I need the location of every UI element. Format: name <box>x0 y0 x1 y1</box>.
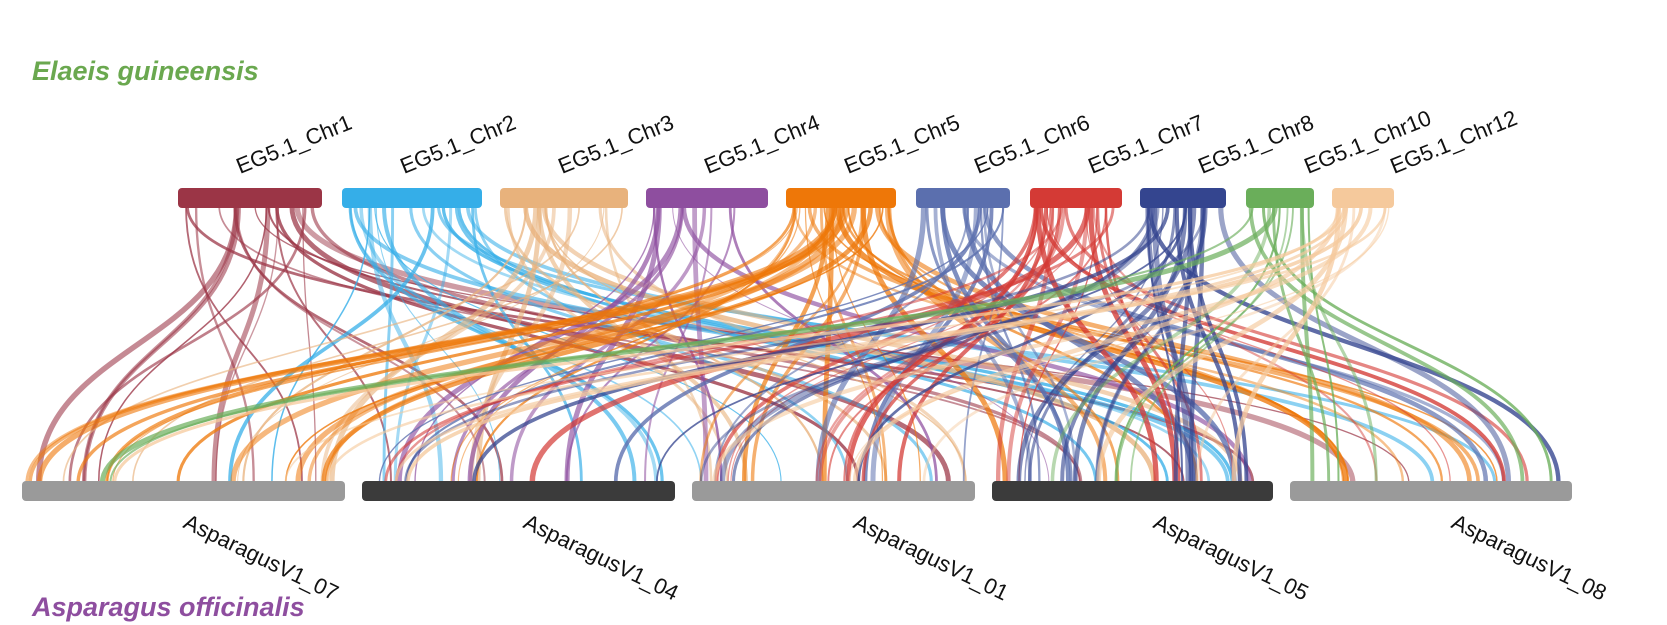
synteny-link <box>235 205 486 484</box>
bottom-chromosome-label: AsparagusV1_08 <box>1448 509 1611 605</box>
synteny-link <box>475 204 797 485</box>
synteny-link <box>349 205 702 484</box>
top-chromosome-bar[interactable] <box>342 188 482 208</box>
bottom-chromosome-label: AsparagusV1_01 <box>850 509 1013 605</box>
synteny-link <box>109 204 1254 485</box>
top-chromosome-bar[interactable] <box>916 188 1010 208</box>
top-chromosome-bar[interactable] <box>646 188 768 208</box>
synteny-link <box>1248 204 1525 485</box>
synteny-link <box>884 203 1108 486</box>
synteny-link <box>35 203 240 486</box>
top-chromosomes: EG5.1_Chr1 EG5.1_Chr2 EG5.1_Chr3 EG5.1_Chr4… <box>178 105 1521 208</box>
synteny-link <box>939 203 1237 486</box>
top-chromosome-bar[interactable] <box>1246 188 1314 208</box>
synteny-link <box>1039 204 1506 485</box>
bottom-chromosome-bar[interactable] <box>1290 481 1572 501</box>
synteny-link <box>97 205 268 484</box>
synteny-link <box>897 204 1049 485</box>
synteny-link <box>1050 204 1272 485</box>
synteny-link <box>450 205 801 484</box>
synteny-link <box>230 203 858 486</box>
synteny-link <box>699 204 1206 485</box>
top-chromosome-label: EG5.1_Chr4 <box>701 110 824 179</box>
synteny-link <box>211 203 271 486</box>
synteny-link <box>1307 205 1340 484</box>
synteny-link <box>860 203 1008 486</box>
synteny-link <box>1018 205 1098 484</box>
synteny-link <box>1016 203 1197 486</box>
top-chromosome-bar[interactable] <box>1030 188 1122 208</box>
top-chromosome-label: EG5.1_Chr3 <box>555 110 678 179</box>
bottom-chromosome-bar[interactable] <box>22 481 345 501</box>
bottom-chromosome-label: AsparagusV1_07 <box>180 509 343 605</box>
synteny-link <box>1145 203 1198 486</box>
synteny-link <box>1300 204 1378 485</box>
top-chromosome-label: EG5.1_Chr7 <box>1085 110 1208 179</box>
synteny-link <box>295 203 846 486</box>
synteny-link <box>112 205 798 484</box>
synteny-link <box>326 204 1387 485</box>
synteny-link <box>849 205 1390 484</box>
synteny-links <box>25 203 1561 486</box>
synteny-link <box>394 204 1349 485</box>
top-chromosome-bar[interactable] <box>500 188 628 208</box>
synteny-link <box>565 204 736 485</box>
synteny-link <box>1114 204 1281 485</box>
bottom-chromosome-label: AsparagusV1_04 <box>520 509 683 605</box>
synteny-link <box>132 205 623 484</box>
top-chromosome-bar[interactable] <box>786 188 896 208</box>
synteny-link <box>405 204 1364 485</box>
synteny-link <box>815 204 1055 485</box>
synteny-link <box>940 203 1071 486</box>
synteny-link <box>176 204 838 485</box>
synteny-link <box>1218 203 1512 486</box>
synteny-link <box>564 203 662 486</box>
synteny-link <box>506 204 729 485</box>
synteny-link <box>1173 203 1193 486</box>
top-chromosome-label: EG5.1_Chr6 <box>971 110 1094 179</box>
bottom-species-label: Asparagus officinalis <box>32 592 305 622</box>
synteny-link <box>1064 204 1529 485</box>
bottom-chromosome-bar[interactable] <box>362 481 675 501</box>
top-chromosome-label: EG5.1_Chr5 <box>841 110 964 179</box>
top-chromosome-label: EG5.1_Chr8 <box>1195 110 1318 179</box>
synteny-link <box>1195 204 1356 485</box>
synteny-link <box>82 204 241 485</box>
synteny-link <box>852 203 1341 486</box>
synteny-link <box>1046 205 1451 484</box>
top-chromosome-label: EG5.1_Chr2 <box>397 110 520 179</box>
synteny-link <box>105 204 796 485</box>
synteny-link <box>284 205 1340 484</box>
synteny-link <box>714 205 970 484</box>
synteny-link <box>983 203 1489 486</box>
top-chromosome-bar[interactable] <box>178 188 322 208</box>
bottom-chromosome-bar[interactable] <box>692 481 975 501</box>
synteny-link <box>307 204 818 485</box>
top-species-label: Elaeis guineensis <box>32 56 259 86</box>
synteny-link <box>1096 203 1348 486</box>
synteny-link <box>185 205 303 484</box>
top-chromosome-bar[interactable] <box>1332 188 1394 208</box>
bottom-chromosome-label: AsparagusV1_05 <box>1150 509 1313 605</box>
synteny-link <box>194 204 255 485</box>
synteny-link <box>242 204 527 485</box>
top-chromosome-bar[interactable] <box>1140 188 1226 208</box>
synteny-link <box>113 204 1346 485</box>
synteny-link <box>537 203 749 486</box>
bottom-chromosomes: AsparagusV1_07 AsparagusV1_04 AsparagusV1_… <box>22 481 1610 605</box>
synteny-link <box>731 204 1155 485</box>
top-chromosome-label: EG5.1_Chr1 <box>233 110 356 179</box>
synteny-link <box>321 203 873 486</box>
synteny-link <box>922 204 1387 485</box>
synteny-link <box>728 204 938 485</box>
synteny-link <box>228 204 435 485</box>
bottom-chromosome-bar[interactable] <box>992 481 1273 501</box>
